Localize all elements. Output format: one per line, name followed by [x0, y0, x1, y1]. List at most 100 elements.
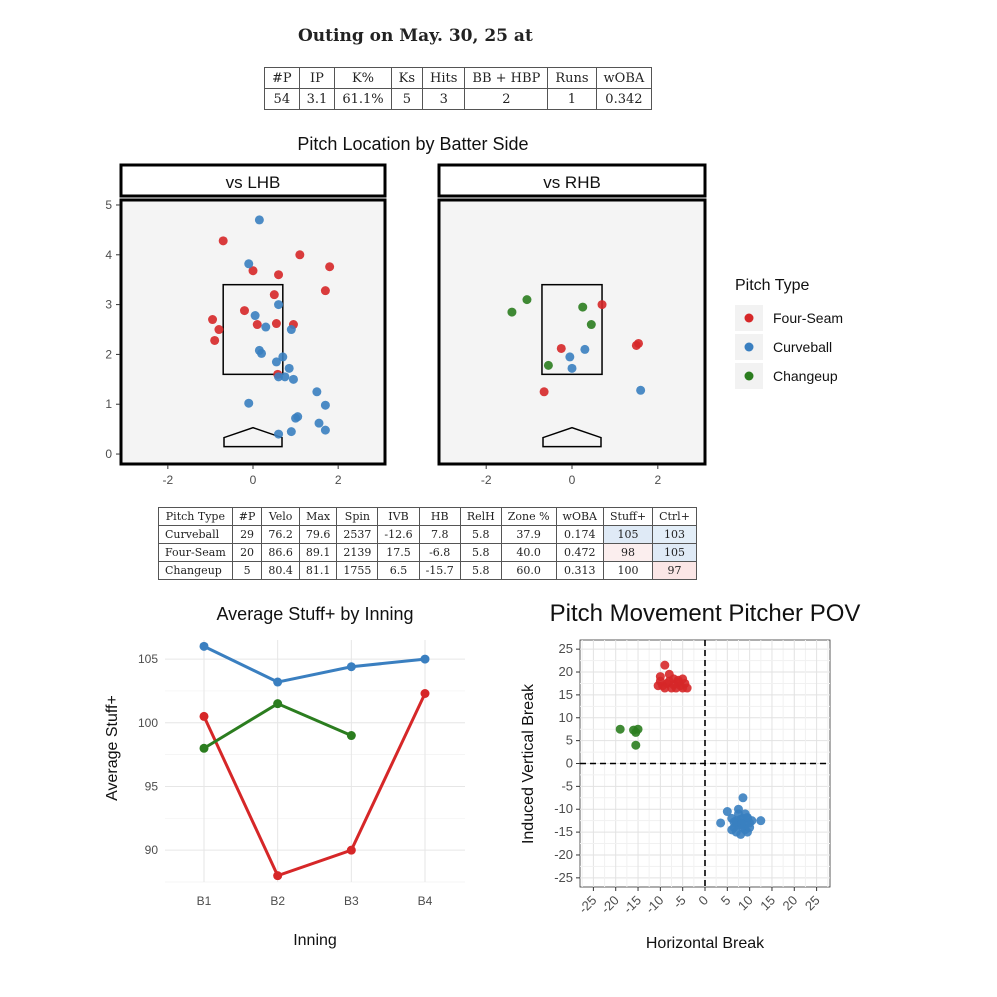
movement-point [631, 740, 641, 750]
series-point [273, 699, 283, 709]
movement-point [716, 818, 726, 828]
location-point [286, 325, 296, 335]
facet-panel [437, 198, 707, 466]
x-tick-label: -15 [620, 893, 644, 917]
location-point [271, 357, 281, 367]
y-tick-label: 25 [559, 641, 573, 656]
summary-header-cell: wOBA [595, 67, 653, 89]
location-point [284, 363, 294, 373]
arsenal-cell: 0.313 [555, 561, 605, 580]
summary-value-cell: 5 [390, 88, 424, 110]
movement-point [729, 817, 739, 827]
x-tick-label: B3 [344, 894, 359, 908]
pitch-arsenal-table: Pitch Type #P Velo Max Spin IVB HB RelH Zone % wO… [158, 507, 697, 580]
location-point [597, 300, 607, 310]
y-tick-label: -10 [554, 801, 573, 816]
location-point [295, 250, 305, 260]
facet-strip [437, 163, 707, 198]
location-point [244, 398, 254, 408]
x-tick-label: B4 [418, 894, 433, 908]
location-point [278, 352, 288, 362]
legend-marker [744, 313, 754, 323]
page-title: Outing on May. 30, 25 at [298, 26, 533, 46]
arsenal-cell: 60.0 [500, 561, 557, 580]
location-point [274, 270, 284, 280]
y-tick-label: 0 [105, 447, 112, 461]
arsenal-cell: 89.1 [298, 543, 338, 562]
x-tick-label: 2 [654, 473, 661, 487]
movement-point [742, 812, 752, 822]
location-point [556, 343, 566, 353]
arsenal-cell: 17.5 [377, 543, 420, 562]
arsenal-cell: 5 [231, 561, 263, 580]
series-point [420, 654, 430, 664]
arsenal-cell: 100 [602, 561, 654, 580]
arsenal-cell: 105 [652, 543, 697, 562]
location-point [312, 387, 322, 397]
y-tick-label: -20 [554, 847, 573, 862]
location-point [286, 427, 296, 437]
movement-point [664, 676, 674, 686]
summary-value-cell: 54 [264, 88, 300, 110]
y-axis-title: Induced Vertical Break [520, 683, 537, 844]
outing-summary-table: #P IP K% Ks Hits BB + HBP Runs wOBA 54 3.1 61.1% 5… [264, 67, 653, 110]
series-point [346, 731, 356, 741]
location-point [567, 363, 577, 373]
y-tick-label: 4 [105, 248, 112, 262]
movement-point [756, 816, 766, 826]
summary-value-cell: 61.1% [334, 88, 392, 110]
y-tick-label: 95 [145, 779, 159, 793]
location-point [248, 266, 258, 276]
x-tick-label: B1 [197, 894, 212, 908]
facet-panel [119, 198, 387, 466]
arsenal-cell: 81.1 [298, 561, 338, 580]
location-point [314, 418, 324, 428]
location-point [250, 311, 260, 321]
series-point [346, 845, 356, 855]
arsenal-cell: 5.8 [459, 525, 502, 544]
arsenal-cell: 1755 [336, 561, 379, 580]
movement-point [737, 819, 747, 829]
location-point [261, 322, 271, 332]
x-tick-label: 5 [718, 893, 734, 909]
location-point [539, 387, 549, 397]
summary-header-cell: IP [298, 67, 336, 89]
legend-label: Four-Seam [773, 310, 843, 326]
strike-zone [541, 283, 603, 376]
location-point [210, 335, 220, 345]
location-point [214, 325, 224, 335]
series-point [273, 677, 283, 687]
y-tick-label: 20 [559, 664, 573, 679]
location-point [274, 429, 284, 439]
arsenal-cell: 0.472 [555, 543, 605, 562]
movement-point [727, 825, 737, 835]
location-point [269, 290, 279, 300]
arsenal-header-cell: #P [231, 507, 263, 526]
location-point [636, 385, 646, 395]
summary-value-row: 54 3.1 61.1% 5 3 2 1 0.342 [264, 88, 653, 110]
summary-header-cell: Hits [422, 67, 466, 89]
y-axis-title: Average Stuff+ [104, 695, 121, 801]
location-point [565, 352, 575, 362]
arsenal-cell: 5.8 [459, 561, 502, 580]
summary-value-cell: 3 [422, 88, 466, 110]
x-tick-label: -2 [163, 473, 174, 487]
legend-label: Curveball [773, 339, 832, 355]
facet-strip [119, 163, 387, 198]
x-tick-label: 0 [569, 473, 576, 487]
y-tick-label: 10 [559, 710, 573, 725]
x-tick-label: -2 [481, 473, 492, 487]
x-tick-label: -5 [670, 893, 689, 912]
series-point [199, 743, 209, 753]
home-plate [223, 426, 283, 448]
y-tick-label: 1 [105, 397, 112, 411]
arsenal-header-cell: HB [418, 507, 461, 526]
location-point [578, 302, 588, 312]
arsenal-row: Changeup 5 80.4 81.1 1755 6.5 -15.7 5.8 60.0 0.31… [158, 561, 697, 580]
legend-marker [744, 371, 754, 381]
y-tick-label: 90 [145, 843, 159, 857]
movement-point [655, 676, 665, 686]
arsenal-cell: Curveball [158, 525, 233, 544]
arsenal-cell: -15.7 [418, 561, 461, 580]
